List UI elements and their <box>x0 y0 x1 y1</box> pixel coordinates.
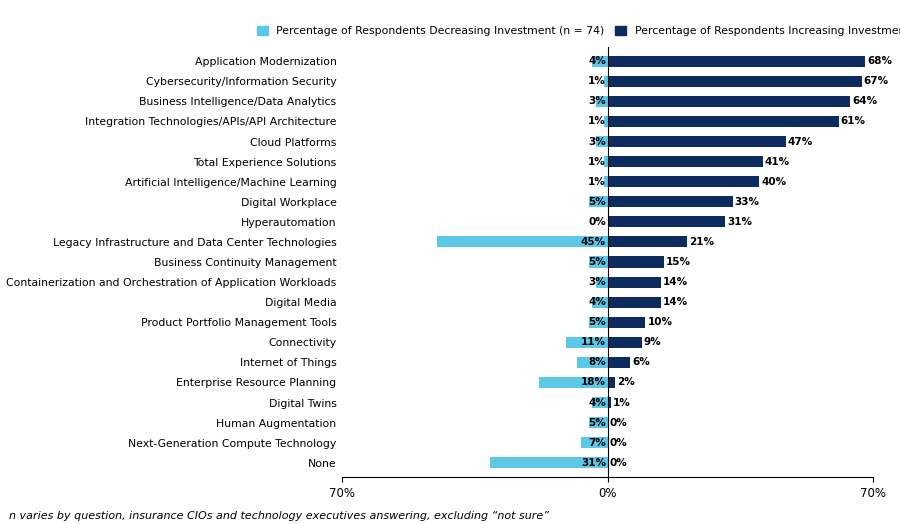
Bar <box>608 236 688 247</box>
Bar <box>592 297 608 308</box>
Text: 5%: 5% <box>589 197 606 207</box>
Bar <box>589 417 608 428</box>
Text: 21%: 21% <box>689 237 714 247</box>
Text: 5%: 5% <box>589 317 606 327</box>
Bar <box>608 297 661 308</box>
Bar <box>608 196 733 208</box>
Text: 67%: 67% <box>863 77 888 86</box>
Text: 1%: 1% <box>589 177 606 187</box>
Bar <box>604 116 608 127</box>
Bar <box>608 116 839 127</box>
Bar <box>608 136 786 147</box>
Bar <box>589 256 608 268</box>
Text: 2%: 2% <box>617 377 634 387</box>
Text: 0%: 0% <box>609 458 627 468</box>
Bar <box>608 357 630 368</box>
Text: 0%: 0% <box>609 438 627 447</box>
Bar <box>436 236 608 247</box>
Text: 64%: 64% <box>852 96 878 106</box>
Text: 5%: 5% <box>589 257 606 267</box>
Text: 40%: 40% <box>761 177 787 187</box>
Text: 10%: 10% <box>647 317 672 327</box>
Text: 3%: 3% <box>589 137 606 147</box>
Text: 1%: 1% <box>613 398 631 408</box>
Bar <box>596 136 608 147</box>
Text: 31%: 31% <box>727 217 752 227</box>
Bar <box>589 316 608 328</box>
Bar <box>608 337 642 348</box>
Text: 0%: 0% <box>609 418 627 428</box>
Text: 6%: 6% <box>632 357 650 367</box>
Text: 1%: 1% <box>589 116 606 126</box>
Text: 4%: 4% <box>588 297 606 307</box>
Bar <box>608 377 615 388</box>
Legend: Percentage of Respondents Decreasing Investment (n = 74), Percentage of Responde: Percentage of Respondents Decreasing Inv… <box>254 23 900 39</box>
Text: 18%: 18% <box>581 377 606 387</box>
Bar <box>608 56 866 67</box>
Bar <box>539 377 608 388</box>
Bar <box>608 316 645 328</box>
Bar <box>608 76 861 87</box>
Bar <box>608 277 661 288</box>
Text: 68%: 68% <box>868 56 892 66</box>
Bar <box>577 357 608 368</box>
Bar <box>596 96 608 107</box>
Text: 4%: 4% <box>588 56 606 66</box>
Bar <box>608 216 725 227</box>
Bar <box>566 337 608 348</box>
Text: 14%: 14% <box>662 277 688 287</box>
Text: 8%: 8% <box>589 357 606 367</box>
Text: 0%: 0% <box>589 217 606 227</box>
Text: 47%: 47% <box>788 137 813 147</box>
Text: 7%: 7% <box>588 438 606 447</box>
Bar <box>596 277 608 288</box>
Bar <box>604 156 608 167</box>
Text: 61%: 61% <box>841 116 866 126</box>
Text: 15%: 15% <box>666 257 691 267</box>
Bar <box>608 156 763 167</box>
Text: 11%: 11% <box>581 337 606 347</box>
Text: 4%: 4% <box>588 398 606 408</box>
Bar <box>592 56 608 67</box>
Text: 1%: 1% <box>589 157 606 167</box>
Bar <box>592 397 608 408</box>
Text: 1%: 1% <box>589 77 606 86</box>
Text: 5%: 5% <box>589 418 606 428</box>
Text: 31%: 31% <box>581 458 606 468</box>
Bar <box>604 176 608 187</box>
Text: 41%: 41% <box>765 157 790 167</box>
Bar <box>604 76 608 87</box>
Bar <box>608 96 850 107</box>
Bar <box>608 397 611 408</box>
Bar <box>589 196 608 208</box>
Text: n varies by question, insurance CIOs and technology executives answering, exclud: n varies by question, insurance CIOs and… <box>9 511 549 521</box>
Text: 33%: 33% <box>734 197 760 207</box>
Text: 3%: 3% <box>589 277 606 287</box>
Bar <box>490 457 608 468</box>
Bar <box>608 256 664 268</box>
Text: 3%: 3% <box>589 96 606 106</box>
Bar <box>581 437 608 448</box>
Bar <box>608 176 760 187</box>
Text: 9%: 9% <box>644 337 662 347</box>
Text: 45%: 45% <box>580 237 606 247</box>
Text: 14%: 14% <box>662 297 688 307</box>
